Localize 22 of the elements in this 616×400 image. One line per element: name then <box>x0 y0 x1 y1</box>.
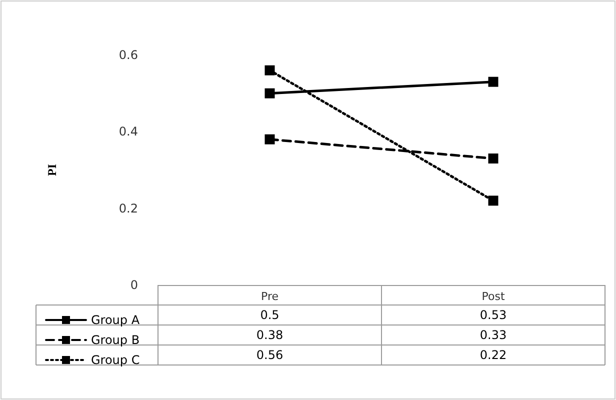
y-tick-label: 0 <box>130 278 138 292</box>
point <box>264 88 275 98</box>
data-label: 0.33 <box>480 328 507 342</box>
legend-label: Group A <box>91 313 140 327</box>
legend-label: Group B <box>91 333 140 347</box>
point <box>488 196 498 206</box>
point <box>488 154 498 164</box>
y-axis-title: PI <box>45 164 59 176</box>
y-tick-label: 0.6 <box>118 48 138 62</box>
data-label: 0.56 <box>256 348 284 362</box>
point <box>488 76 498 87</box>
data-label: 0.22 <box>480 348 507 362</box>
data-label: 0.5 <box>260 308 280 322</box>
x-tick-label: Post <box>482 290 506 303</box>
data-label: 0.53 <box>480 308 507 322</box>
y-tick-label: 0.4 <box>118 124 138 139</box>
point <box>264 134 275 144</box>
point <box>264 65 275 76</box>
y-tick-label: 0.2 <box>118 201 138 216</box>
data-label: 0.38 <box>256 328 284 342</box>
x-tick-label: Pre <box>261 290 279 303</box>
legend-label: Group C <box>91 353 140 367</box>
